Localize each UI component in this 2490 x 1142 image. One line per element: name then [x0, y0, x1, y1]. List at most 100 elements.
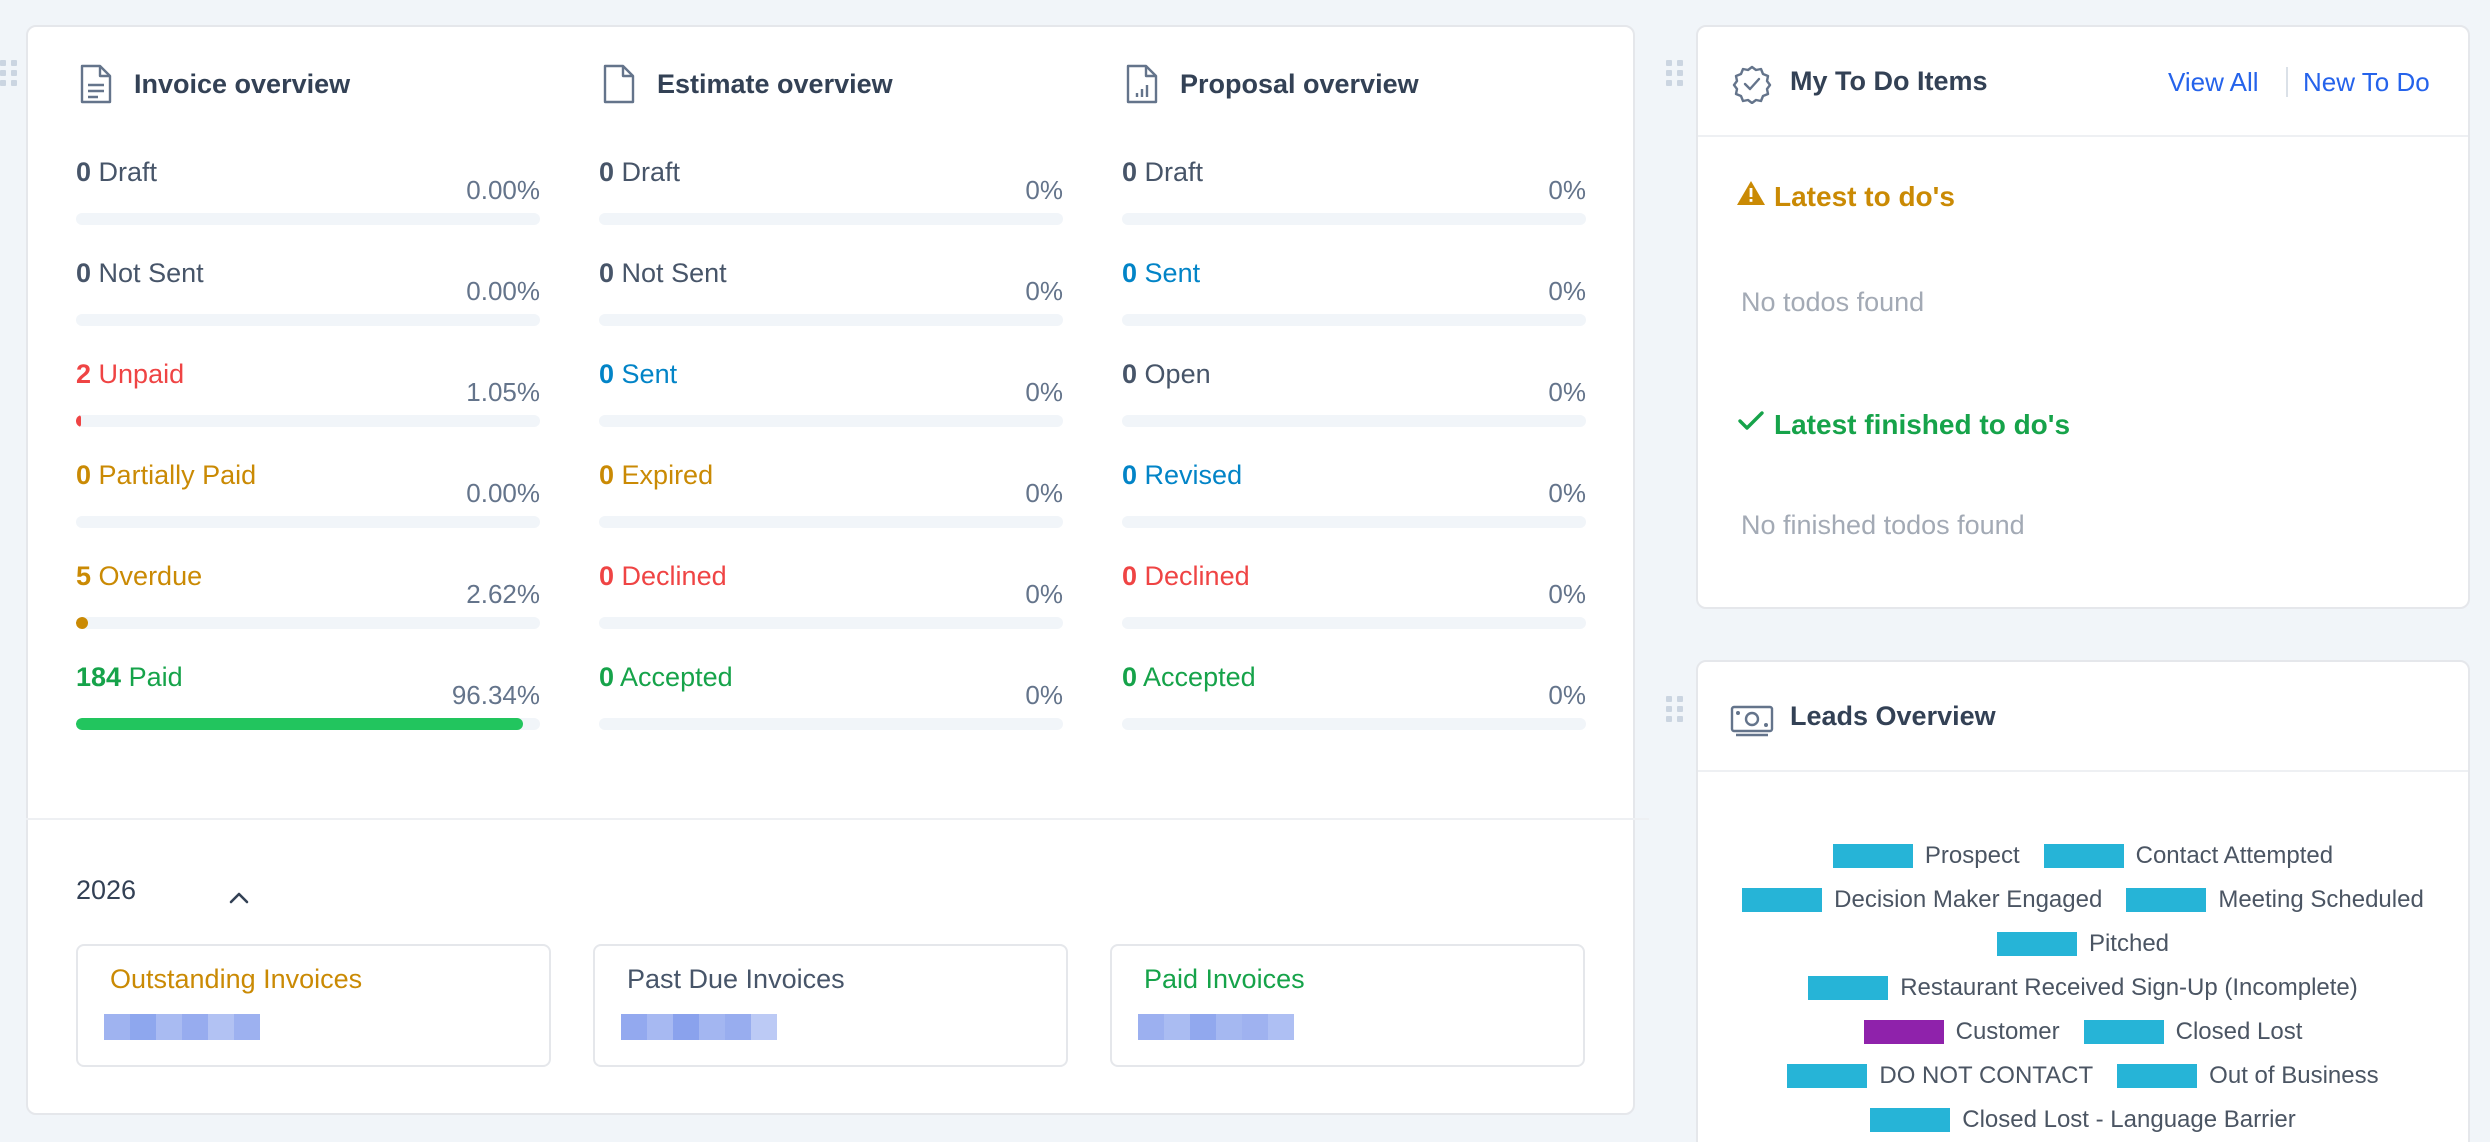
estimate-overview-title: Estimate overview: [657, 68, 893, 99]
past-due-invoices-box[interactable]: Past Due Invoices: [593, 944, 1068, 1067]
legend-label: Out of Business: [2209, 1062, 2379, 1089]
legend-item[interactable]: Restaurant Received Sign-Up (Incomplete): [1808, 974, 2358, 1002]
finished-todos-empty: No finished todos found: [1741, 510, 2025, 540]
legend-item[interactable]: DO NOT CONTACT: [1787, 1062, 2093, 1090]
progress-bar: [1122, 415, 1586, 427]
legend-item[interactable]: Out of Business: [2117, 1062, 2379, 1090]
stat-percent: 2.62%: [466, 579, 540, 609]
legend-item[interactable]: Customer: [1863, 1018, 2060, 1046]
legend-swatch: [1787, 1064, 1868, 1088]
progress-bar: [599, 314, 1063, 326]
stat-percent: 0%: [1548, 579, 1586, 609]
stat-name: Partially Paid: [98, 460, 257, 490]
stat-percent: 0%: [1025, 478, 1063, 508]
stat-name: Sent: [621, 359, 678, 389]
legend-swatch: [1832, 844, 1913, 868]
stat-label: 0 Accepted: [599, 660, 733, 694]
legend-label: Closed Lost - Language Barrier: [1962, 1106, 2296, 1133]
legend-item[interactable]: Prospect: [1832, 842, 2020, 870]
year-label: 2026: [76, 875, 137, 905]
progress-bar: [599, 516, 1063, 528]
legend-item[interactable]: Contact Attempted: [2043, 842, 2334, 870]
stat-row[interactable]: 0 Sent 0%: [1122, 256, 1586, 326]
stat-percent: 0%: [1025, 276, 1063, 306]
legend-item[interactable]: Closed Lost - Language Barrier: [1870, 1106, 2296, 1134]
stat-count: 184: [76, 662, 122, 692]
stat-row[interactable]: 0 Draft 0%: [599, 155, 1063, 225]
legend-row: Customer Closed Lost: [1698, 1018, 2468, 1046]
progress-bar: [76, 516, 540, 528]
stat-row[interactable]: 184 Paid 96.34%: [76, 660, 540, 730]
stat-row[interactable]: 2 Unpaid 1.05%: [76, 357, 540, 427]
proposal-overview-header: Proposal overview: [1122, 59, 1419, 109]
stat-row[interactable]: 0 Not Sent 0.00%: [76, 256, 540, 326]
past-due-invoices-amount-redacted: [621, 1014, 777, 1040]
legend-item[interactable]: Closed Lost: [2083, 1018, 2303, 1046]
legend-item[interactable]: Decision Maker Engaged: [1742, 886, 2102, 914]
legend-swatch: [1870, 1108, 1951, 1132]
stat-row[interactable]: 5 Overdue 2.62%: [76, 559, 540, 629]
stat-row[interactable]: 0 Not Sent 0%: [599, 256, 1063, 326]
stat-count: 0: [76, 157, 92, 187]
stat-row[interactable]: 0 Expired 0%: [599, 458, 1063, 528]
leads-header: Leads Overview: [1698, 662, 2468, 772]
stat-row[interactable]: 0 Partially Paid 0.00%: [76, 458, 540, 528]
todo-header: My To Do Items View All New To Do: [1698, 27, 2468, 137]
stat-label: 0 Sent: [1122, 256, 1200, 290]
legend-label: Meeting Scheduled: [2218, 886, 2424, 913]
progress-bar: [599, 213, 1063, 225]
stat-label: 0 Draft: [599, 155, 680, 189]
stat-name: Not Sent: [621, 258, 727, 288]
progress-bar: [76, 718, 540, 730]
stat-row[interactable]: 0 Sent 0%: [599, 357, 1063, 427]
progress-bar: [1122, 718, 1586, 730]
stat-name: Revised: [1144, 460, 1243, 490]
latest-todos-heading: Latest to do's: [1736, 179, 1955, 214]
proposal-overview-title: Proposal overview: [1180, 68, 1419, 99]
stat-percent: 0%: [1548, 377, 1586, 407]
todo-title: My To Do Items: [1790, 66, 1988, 96]
progress-bar: [599, 617, 1063, 629]
stat-percent: 0%: [1548, 276, 1586, 306]
drag-handle-overview[interactable]: [0, 59, 18, 87]
legend-swatch: [2043, 844, 2124, 868]
legend-item[interactable]: Pitched: [1996, 930, 2169, 958]
stat-row[interactable]: 0 Declined 0%: [1122, 559, 1586, 629]
stat-row[interactable]: 0 Draft 0.00%: [76, 155, 540, 225]
stat-percent: 0%: [1548, 680, 1586, 710]
stat-row[interactable]: 0 Accepted 0%: [599, 660, 1063, 730]
paid-invoices-box[interactable]: Paid Invoices: [1110, 944, 1585, 1067]
drag-handle-todo[interactable]: [1666, 59, 1684, 87]
legend-item[interactable]: Meeting Scheduled: [2126, 886, 2424, 914]
legend-label: Restaurant Received Sign-Up (Incomplete): [1900, 974, 2358, 1001]
stat-row[interactable]: 0 Accepted 0%: [1122, 660, 1586, 730]
drag-handle-leads[interactable]: [1666, 695, 1684, 723]
section-divider: [26, 818, 1649, 820]
progress-bar: [599, 718, 1063, 730]
legend-label: Contact Attempted: [2135, 842, 2334, 869]
stat-row[interactable]: 0 Revised 0%: [1122, 458, 1586, 528]
legend-label: Closed Lost: [2175, 1018, 2303, 1045]
finished-todos-title: Latest finished to do's: [1774, 408, 2071, 440]
progress-fill: [76, 617, 89, 629]
estimate-overview-header: Estimate overview: [599, 59, 893, 109]
outstanding-invoices-box[interactable]: Outstanding Invoices: [76, 944, 551, 1067]
legend-swatch: [1996, 932, 2077, 956]
legend-swatch: [1863, 1020, 1944, 1044]
chevron-up-icon[interactable]: [224, 885, 254, 911]
progress-bar: [1122, 213, 1586, 225]
new-todo-link[interactable]: New To Do: [2303, 67, 2430, 97]
stat-label: 0 Partially Paid: [76, 458, 256, 492]
progress-bar: [76, 415, 540, 427]
todo-card: My To Do Items View All New To Do Latest…: [1696, 25, 2470, 609]
stat-label: 0 Declined: [1122, 559, 1250, 593]
invoice-overview-title: Invoice overview: [134, 68, 351, 99]
stat-row[interactable]: 0 Open 0%: [1122, 357, 1586, 427]
stat-row[interactable]: 0 Declined 0%: [599, 559, 1063, 629]
money-icon: [1730, 699, 1774, 739]
stat-row[interactable]: 0 Draft 0%: [1122, 155, 1586, 225]
progress-bar: [599, 415, 1063, 427]
outstanding-invoices-amount-redacted: [104, 1014, 260, 1040]
stat-name: Not Sent: [98, 258, 204, 288]
view-all-link[interactable]: View All: [2168, 67, 2259, 97]
